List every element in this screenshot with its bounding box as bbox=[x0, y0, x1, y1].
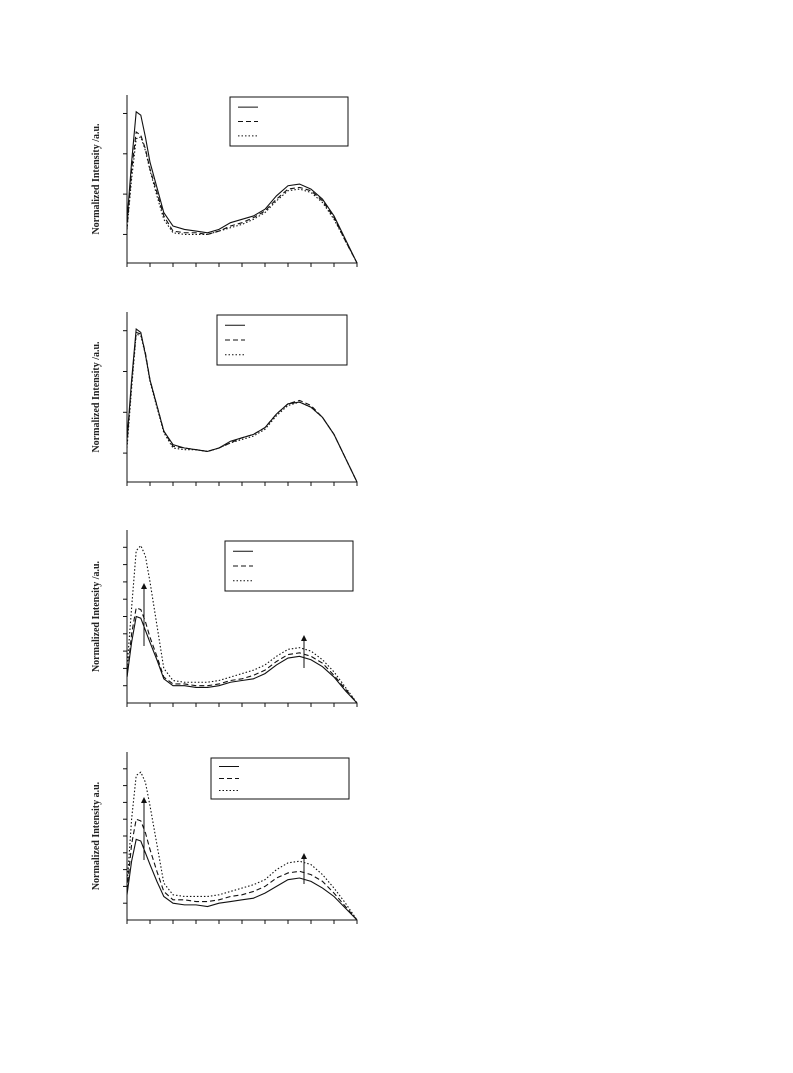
data-line bbox=[126, 130, 358, 264]
y-axis-label: Normalized Intensity /a.u. bbox=[91, 341, 102, 453]
panel: Normalized Intensity /a.u. bbox=[91, 530, 358, 707]
data-line bbox=[126, 615, 358, 704]
legend bbox=[216, 314, 348, 366]
arrows bbox=[141, 583, 307, 884]
data-line bbox=[126, 838, 358, 921]
y-axis-label: Normalized Intensity /a.u. bbox=[91, 560, 102, 672]
data-line bbox=[126, 544, 358, 704]
panel: Normalized Intensity /a.u. bbox=[91, 312, 358, 486]
data-line bbox=[126, 771, 358, 921]
legend bbox=[229, 96, 349, 147]
y-axis-label: Normalized Intensity /a.u. bbox=[91, 123, 102, 235]
data-line bbox=[126, 607, 358, 704]
legend-box bbox=[224, 540, 354, 592]
legend-box bbox=[216, 314, 348, 366]
panel: Normalized Intensity a.u. bbox=[91, 752, 358, 924]
legend bbox=[210, 757, 350, 800]
data-line bbox=[126, 818, 358, 921]
legend-box bbox=[210, 757, 350, 800]
data-line bbox=[126, 110, 358, 264]
legend bbox=[224, 540, 354, 592]
panel: Normalized Intensity /a.u. bbox=[91, 95, 358, 267]
y-axis-label: Normalized Intensity a.u. bbox=[91, 781, 102, 890]
